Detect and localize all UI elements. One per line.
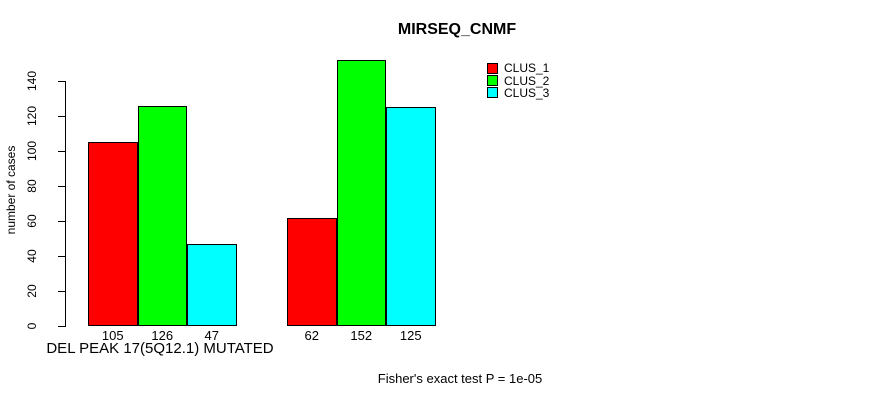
y-axis-line [65,81,66,327]
bar-value-label: 47 [204,328,219,343]
bar-clus_1-group1 [88,142,138,326]
y-tick-mark [58,81,66,82]
bar-value-label: 105 [101,328,124,343]
bar-value-label: 126 [151,328,174,343]
legend-item: CLUS_1 [487,62,549,74]
legend-label: CLUS_3 [504,85,550,100]
annotation-text: Fisher's exact test P = 1e-05 [377,371,543,386]
legend-item: CLUS_2 [487,73,550,88]
legend-swatch [487,87,498,99]
y-tick-mark [58,116,66,117]
bar-value-label: 152 [350,328,373,343]
y-tick-mark [58,186,66,187]
legend: CLUS_1 CLUS_2 CLUS_3 [487,62,549,99]
y-tick-mark [58,221,66,222]
bar-value-label: 125 [399,328,422,343]
bar-clus_2-group1 [137,105,187,326]
y-tick-mark [58,151,66,152]
legend-item: CLUS_3 [487,87,549,99]
bar-clus_1-group2 [287,217,337,326]
bar-clus_2-group2 [336,60,386,326]
bar-value-label: 62 [304,328,319,343]
y-tick-mark [58,256,66,257]
legend-label: CLUS_2 [504,73,550,88]
legend-swatch [487,62,498,74]
y-tick-mark [58,326,66,327]
legend-swatch [487,75,498,87]
x-axis-label: DEL PEAK 17(5Q12.1) MUTATED [46,340,274,357]
bar-clus_3-group1 [187,243,237,326]
chart-title: MIRSEQ_CNMF [397,21,517,38]
bar-clus_3-group2 [386,107,436,326]
legend-label: CLUS_1 [504,61,550,76]
y-tick-mark [58,291,66,292]
